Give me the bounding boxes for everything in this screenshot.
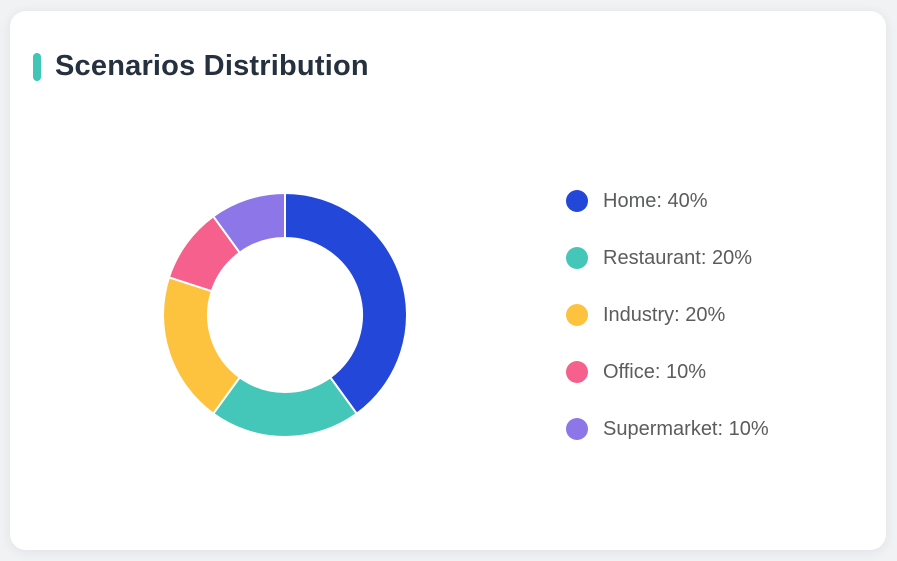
title-accent-bar — [33, 52, 41, 81]
legend-label: Home: 40% — [603, 190, 708, 212]
legend-label: Office: 10% — [603, 361, 707, 383]
card-title: Scenarios Distribution — [55, 50, 369, 82]
legend-dot-industry — [566, 304, 588, 326]
pie-slice-home[interactable] — [284, 192, 408, 415]
legend-item-office[interactable]: Office: 10% — [566, 361, 769, 383]
legend-dot-restaurant — [566, 247, 588, 269]
scenarios-distribution-card: Scenarios Distribution Home: 40% Restaura… — [10, 11, 886, 550]
chart-legend: Home: 40% Restaurant: 20% Industry: 20% Off… — [566, 190, 769, 440]
donut-chart — [162, 192, 408, 438]
legend-label: Supermarket: 10% — [603, 418, 769, 440]
legend-dot-home — [566, 190, 588, 212]
pie-slice-restaurant[interactable] — [212, 376, 358, 438]
pie-slice-industry[interactable] — [162, 276, 241, 415]
legend-dot-office — [566, 361, 588, 383]
legend-item-supermarket[interactable]: Supermarket: 10% — [566, 418, 769, 440]
legend-label: Industry: 20% — [603, 304, 726, 326]
legend-item-industry[interactable]: Industry: 20% — [566, 304, 769, 326]
legend-item-home[interactable]: Home: 40% — [566, 190, 769, 212]
legend-item-restaurant[interactable]: Restaurant: 20% — [566, 247, 769, 269]
card-header: Scenarios Distribution — [33, 52, 369, 81]
legend-label: Restaurant: 20% — [603, 247, 752, 269]
legend-dot-supermarket — [566, 418, 588, 440]
pie-slice-supermarket[interactable] — [212, 192, 286, 254]
